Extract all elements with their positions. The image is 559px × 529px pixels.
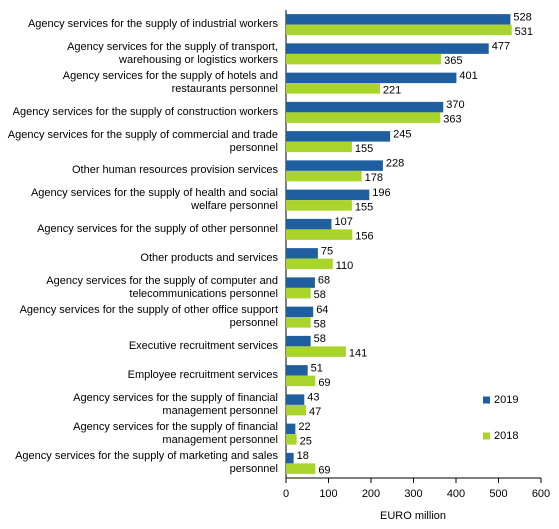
value-label: 228 [386,158,404,170]
bar [286,394,305,405]
category-label: Employee recruitment services [127,369,278,382]
value-label: 155 [355,201,373,213]
bar [286,160,383,171]
x-tick-label: 600 [532,488,550,500]
value-label: 69 [318,377,330,389]
value-label: 47 [309,406,321,418]
bar [286,434,297,445]
value-label: 25 [300,435,312,447]
value-label: 58 [314,318,326,330]
value-label: 69 [318,465,330,477]
bar [286,375,316,387]
value-label: 363 [443,114,461,126]
value-label: 58 [314,289,326,301]
category-label: Agency services for the supply of comput… [46,274,278,300]
value-label: 156 [355,231,373,243]
legend-label: 2018 [494,430,518,442]
category-label: Agency services for the supply of other … [37,222,278,235]
bar [286,229,353,240]
bar [286,24,512,36]
category-label: Other products and services [140,252,278,265]
bar [286,423,296,435]
bar [286,317,311,328]
bar [286,112,441,123]
value-label: 221 [383,84,401,96]
bar [286,463,316,474]
bar [286,335,311,347]
x-tick-label: 300 [404,488,422,500]
bar [286,452,294,464]
legend-swatch [483,432,490,440]
value-label: 370 [446,99,464,111]
category-label: Agency services for the supply of transp… [67,40,278,66]
bar [286,170,362,182]
category-label: Agency services for the supply of indust… [27,18,278,31]
value-label: 477 [492,41,510,53]
category-label: Agency services for the supply of market… [15,450,278,476]
category-label: Agency services for the supply of other … [19,304,278,330]
value-label: 110 [336,260,354,272]
value-label: 107 [334,216,352,228]
bar [286,306,314,318]
legend-swatch [483,396,490,404]
bar [286,141,352,153]
value-label: 64 [316,304,328,316]
bar [286,248,318,259]
value-label: 531 [515,26,533,38]
bar [286,72,457,84]
bar [286,365,308,376]
value-label: 18 [297,450,309,462]
value-label: 68 [318,275,330,287]
value-label: 178 [365,172,383,184]
legend-label: 2019 [494,394,518,406]
bar [286,131,391,142]
value-label: 365 [444,55,462,67]
bar [286,43,489,54]
value-label: 141 [349,348,367,360]
value-label: 401 [459,70,477,82]
value-label: 155 [355,143,373,155]
category-label: Executive recruitment services [128,339,278,352]
value-label: 43 [307,392,319,404]
bar [286,53,442,65]
bar [286,346,346,357]
x-axis-label: EURO million [380,510,446,522]
category-label: Agency services for the supply of financ… [73,421,278,447]
value-label: 22 [298,421,310,433]
bar [286,218,332,230]
bar [286,14,511,25]
value-label: 75 [321,245,333,257]
category-label: Agency services for the supply of hotels… [62,70,278,96]
bar [286,277,315,288]
bar [286,83,380,94]
x-tick-label: 400 [447,488,465,500]
x-tick-label: 100 [319,488,337,500]
category-label: Agency services for the supply of health… [30,187,278,213]
category-label: Agency services for the supply of commer… [7,128,278,154]
value-label: 245 [393,128,411,140]
value-label: 196 [372,187,390,199]
bar [286,287,311,299]
category-label: Agency services for the supply of constr… [12,105,278,118]
category-label: Other human resources provision services [71,164,278,177]
x-tick-label: 0 [283,488,289,500]
bar [286,200,352,211]
x-tick-label: 500 [489,488,507,500]
value-label: 58 [314,333,326,345]
bar [286,258,333,270]
bar [286,101,444,113]
bar [286,404,306,416]
bar [286,189,370,201]
value-label: 51 [311,362,323,374]
category-label: Agency services for the supply of financ… [73,391,278,417]
x-tick-label: 200 [362,488,380,500]
value-label: 528 [513,11,531,23]
